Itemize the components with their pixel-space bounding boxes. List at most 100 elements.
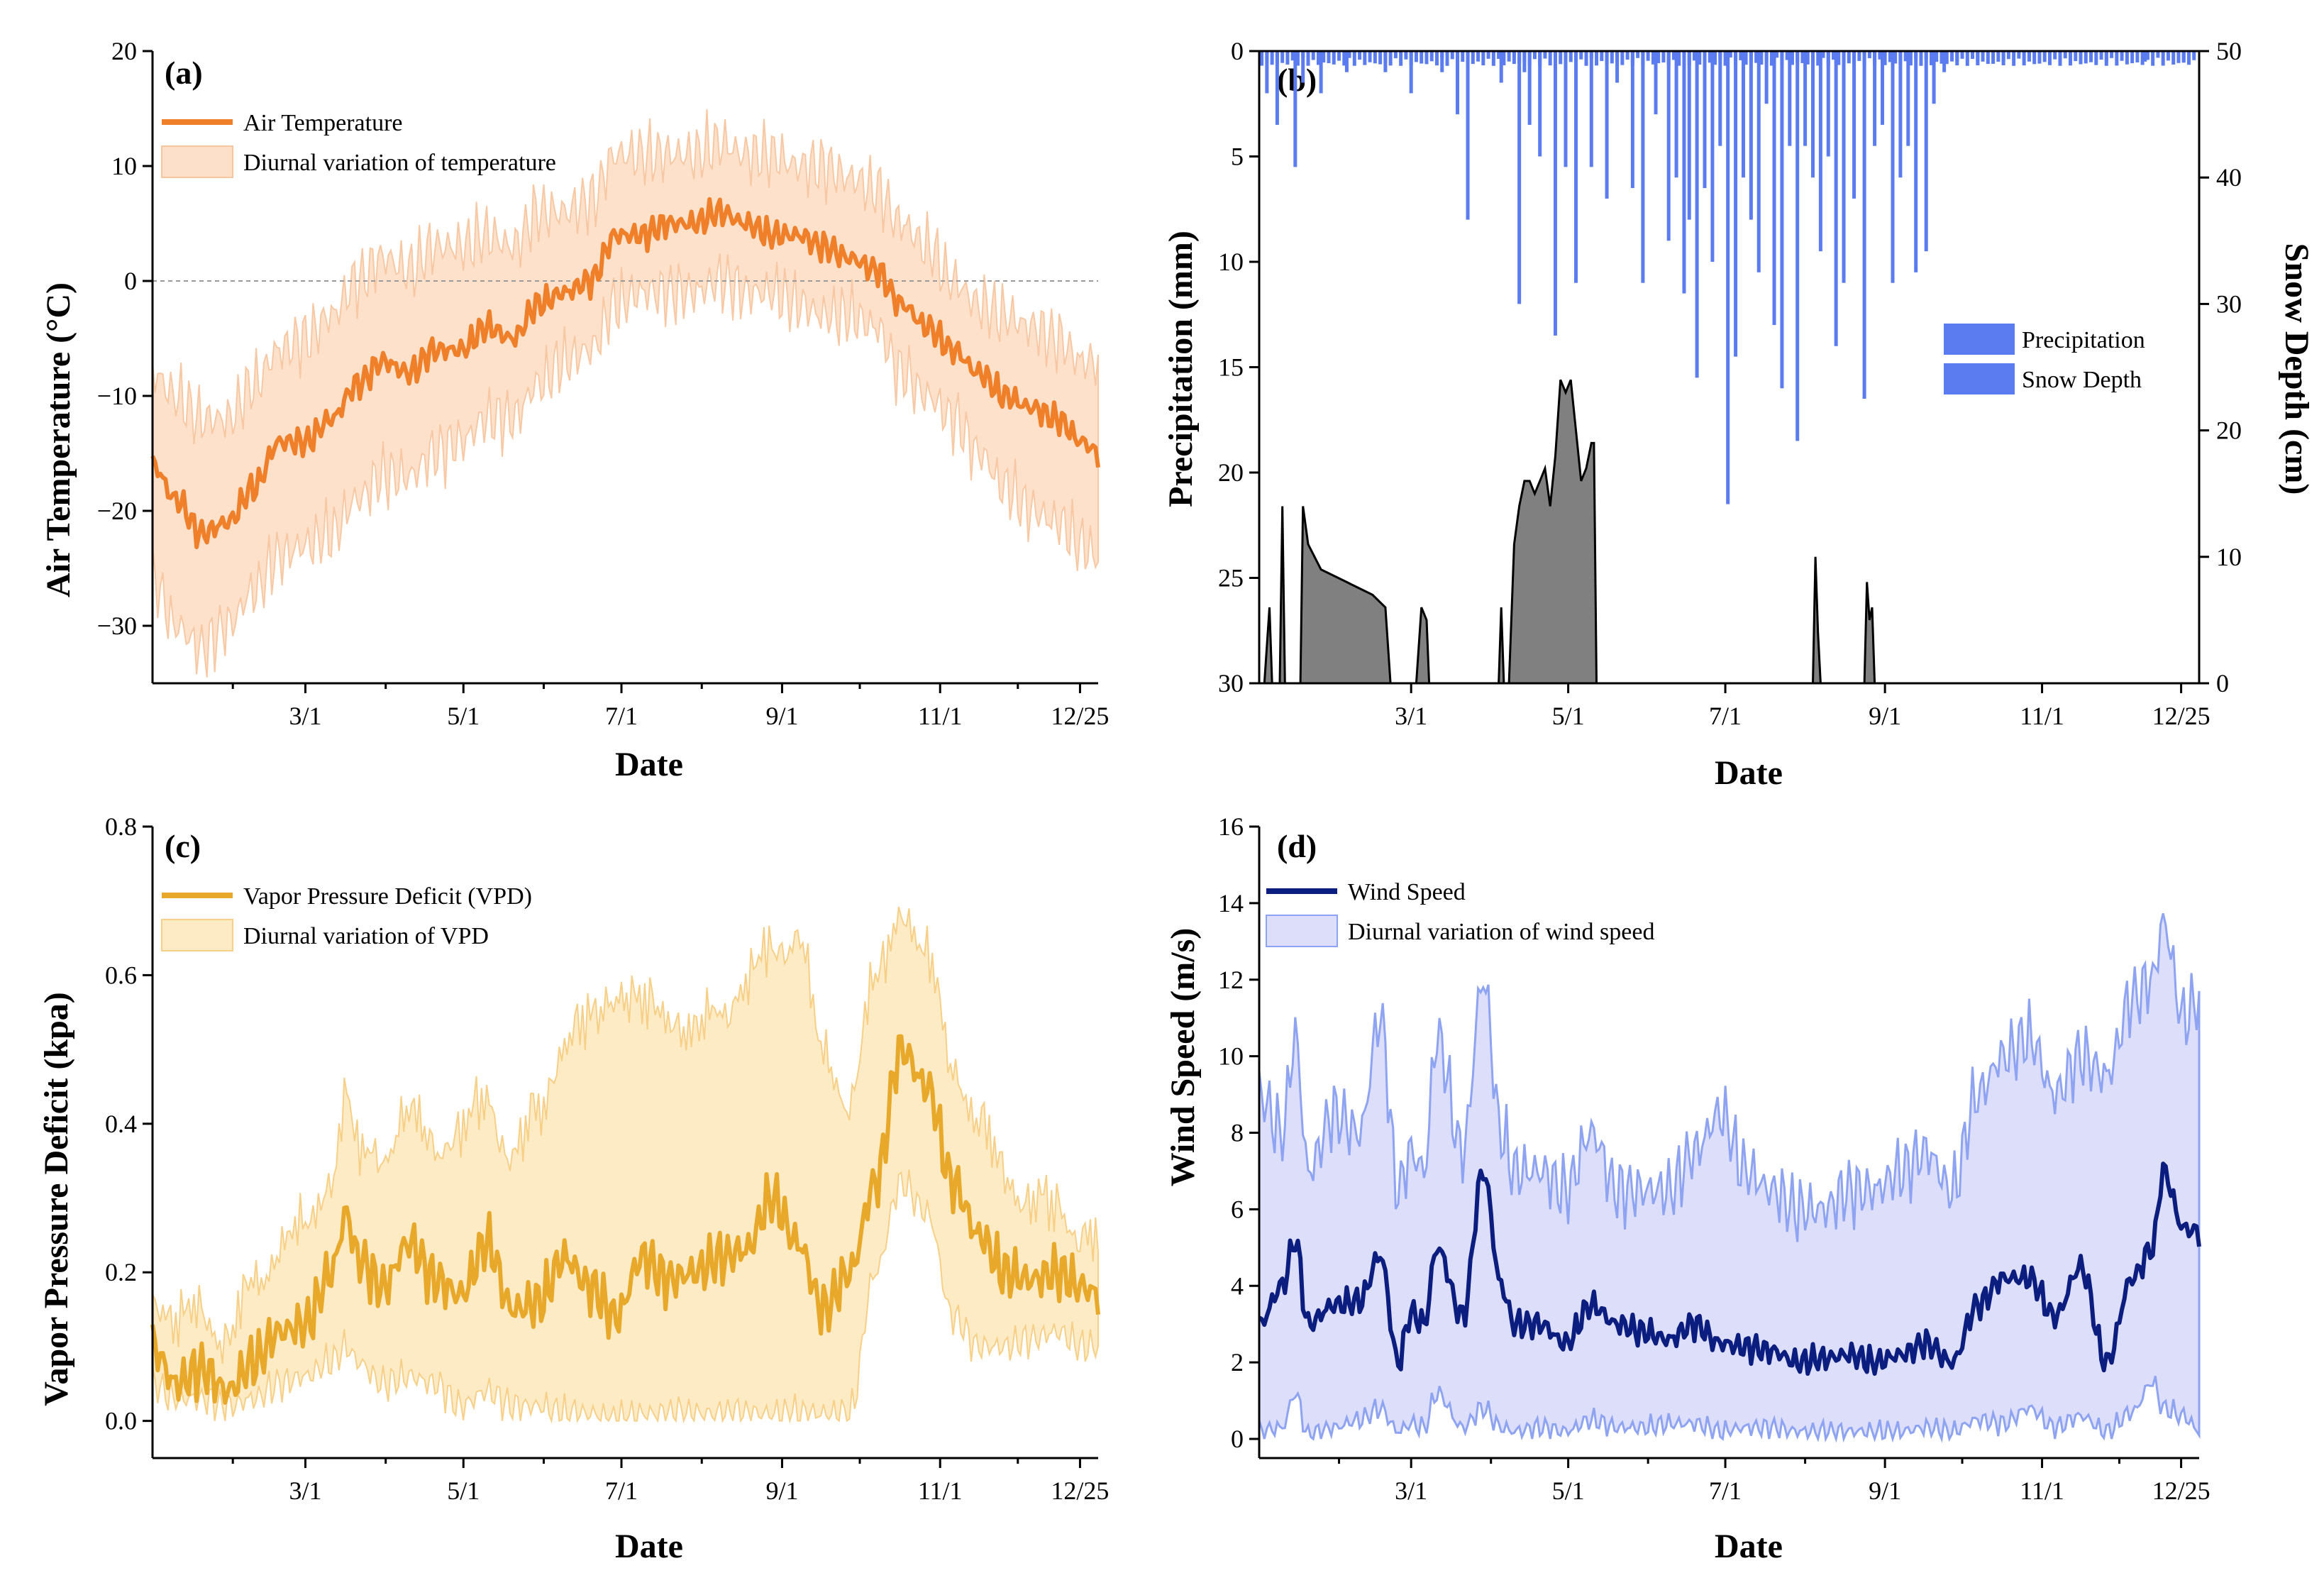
precip-bar-b <box>1363 51 1367 65</box>
precip-bar-b <box>1656 51 1661 64</box>
precip-bar-b <box>1595 51 1599 66</box>
legend-label-a: Air Temperature <box>243 110 403 136</box>
y-tick-label-b: 25 <box>1218 564 1244 592</box>
x-tick-label-c: 7/1 <box>605 1477 638 1505</box>
precip-bar-b <box>2037 51 2042 64</box>
precip-bar-b <box>1295 51 1300 66</box>
precip-bar-b <box>1661 51 1666 63</box>
precip-bar-b <box>1368 51 1372 62</box>
precip-bar-b <box>1932 51 1936 104</box>
precip-bar-b <box>1749 51 1753 63</box>
precip-bar-b <box>1322 51 1326 63</box>
precip-bar-b <box>1654 51 1658 115</box>
precip-bar-b <box>1332 51 1336 65</box>
precip-bar-b <box>2027 51 2031 62</box>
precip-bar-b <box>1543 51 1547 59</box>
precip-bar-b <box>2074 51 2078 62</box>
x-tick-label-b: 12/25 <box>2152 702 2210 730</box>
x-tick-label-a: 11/1 <box>918 702 963 730</box>
precip-bar-b <box>1564 51 1568 167</box>
precip-bar-b <box>1265 51 1269 60</box>
precip-bar-b <box>2032 51 2037 65</box>
precip-bar-b <box>1837 51 1841 65</box>
precip-bar-b <box>1821 51 1825 58</box>
y-right-tick-label-b: 40 <box>2216 163 2242 192</box>
precip-bar-b <box>1810 51 1815 178</box>
precip-bar-b <box>1574 51 1578 283</box>
precip-bar-b <box>1826 51 1830 66</box>
precip-bar-b <box>1481 51 1485 66</box>
precip-bar-b <box>1404 51 1408 60</box>
precip-bar-b <box>1832 51 1836 60</box>
y-tick-label-d: 16 <box>1218 812 1244 841</box>
y-tick-label-b: 15 <box>1218 353 1244 382</box>
legend-label-c: Diurnal variation of VPD <box>243 923 489 949</box>
precip-bar-b <box>1708 51 1712 63</box>
y-tick-label-d: 14 <box>1218 889 1244 917</box>
precip-bar-b <box>2140 51 2145 65</box>
x-tick-label-d: 9/1 <box>1869 1477 1901 1505</box>
precip-bar-b <box>1559 51 1563 65</box>
y-axis-label-d: Wind Speed (m/s) <box>1164 928 1202 1187</box>
precip-bar-b <box>2017 51 2021 59</box>
diurnal-band-d <box>1258 912 2201 1443</box>
precip-bar-b <box>1319 51 1323 94</box>
panel-precipitation-snow: (b) Date Precipitation (mm) Snow Depth (… <box>1162 37 2315 792</box>
y-right-tick-label-b: 0 <box>2216 669 2229 697</box>
precip-bar-b <box>2143 51 2147 62</box>
precip-bar-b <box>1538 51 1542 157</box>
precip-bar-b <box>1409 51 1413 65</box>
precip-bar-b <box>2192 51 2196 60</box>
precip-bar-b <box>1986 51 1990 65</box>
y-tick-label-c: 0.4 <box>105 1110 137 1138</box>
y-tick-label-d: 10 <box>1218 1042 1244 1071</box>
precip-bar-b <box>1610 51 1614 64</box>
precip-bar-b <box>2151 51 2155 66</box>
precip-bar-b <box>1764 51 1769 104</box>
y-tick-label-c: 0.2 <box>105 1258 137 1286</box>
precip-bar-b <box>2120 51 2124 61</box>
precip-bar-b <box>1517 51 1522 64</box>
precip-bar-b <box>1842 51 1846 283</box>
precip-bar-b <box>2104 51 2108 66</box>
precip-bar-b <box>1805 51 1810 65</box>
precip-bar-b <box>1420 51 1424 64</box>
precip-bar-b <box>1316 51 1320 65</box>
precip-bar-b <box>2089 51 2093 62</box>
precip-bar-b <box>1996 51 2001 62</box>
precip-bar-b <box>1499 51 1503 83</box>
precip-bar-b <box>2171 51 2176 65</box>
precip-bar-b <box>1275 51 1279 125</box>
precip-bar-b <box>1476 51 1481 62</box>
precip-bar-b <box>2181 51 2186 63</box>
panel-wind-speed: (d) Date Wind Speed (m/s) 0 2 4 6 8 10 12 14 16 3… <box>1164 812 2210 1565</box>
panel-label-d: (d) <box>1277 828 1317 864</box>
precip-bar-b <box>1862 51 1866 399</box>
y-axis-label-c: Vapor Pressure Deficit (kpa) <box>38 992 75 1406</box>
precip-bar-b <box>1862 51 1866 66</box>
precip-bar-b <box>1641 51 1645 66</box>
x-tick-label-a: 9/1 <box>765 702 798 730</box>
precip-bar-b <box>1461 51 1465 62</box>
precip-bar-b <box>1600 51 1604 62</box>
precip-bar-b <box>1914 51 1918 59</box>
precip-bar-b <box>1538 51 1542 66</box>
precip-bar-b <box>1414 51 1418 62</box>
precip-bar-b <box>1532 51 1537 60</box>
x-tick-label-d: 5/1 <box>1552 1477 1585 1505</box>
precip-bar-b <box>1512 51 1516 65</box>
legend-swatch-a <box>161 145 233 178</box>
precip-bar-b <box>1440 51 1444 59</box>
precip-bar-b <box>1270 51 1274 65</box>
x-tick-label-a: 5/1 <box>447 702 480 730</box>
precip-bar-b <box>1780 51 1784 389</box>
precip-bar-b <box>1908 51 1913 66</box>
precip-bar-b <box>1522 51 1527 62</box>
x-tick-label-c: 12/25 <box>1051 1477 1109 1505</box>
y-tick-label-a: 10 <box>111 152 137 180</box>
x-tick-label-b: 5/1 <box>1552 702 1585 730</box>
precip-bar-b <box>1754 51 1759 63</box>
precip-bar-b <box>1337 51 1341 61</box>
precip-bar-b <box>2099 51 2103 60</box>
precip-bar-b <box>1878 51 1882 60</box>
